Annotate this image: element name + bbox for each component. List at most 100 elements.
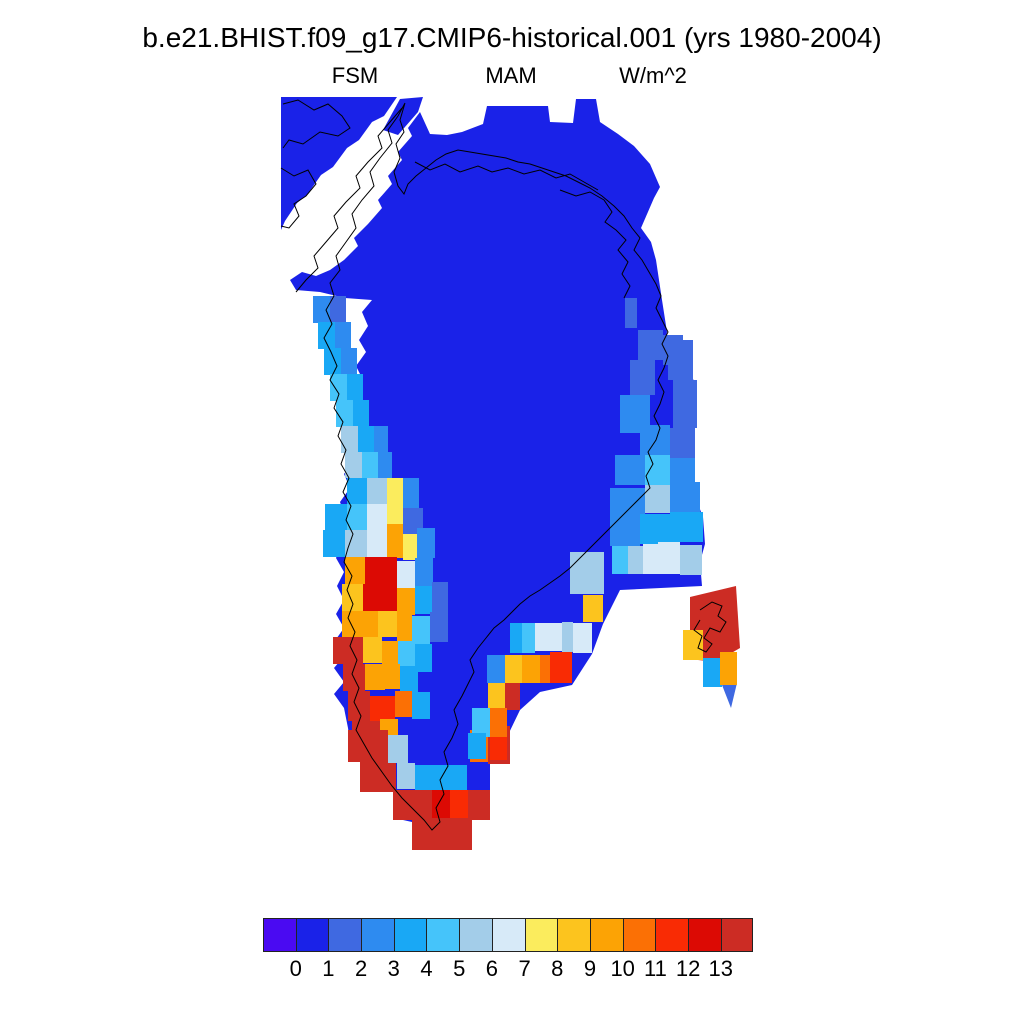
grid-cell bbox=[535, 623, 562, 651]
grid-cell bbox=[325, 504, 347, 530]
grid-cell bbox=[415, 558, 433, 586]
grid-cell bbox=[400, 666, 418, 692]
grid-cell bbox=[487, 655, 505, 683]
coastline-nw-strait-coast bbox=[295, 107, 403, 293]
grid-cell bbox=[570, 552, 604, 594]
grid-cell bbox=[583, 595, 603, 622]
colorbar-box bbox=[491, 918, 525, 952]
grid-cell bbox=[643, 544, 658, 574]
grid-cell bbox=[488, 683, 505, 709]
colorbar bbox=[263, 918, 754, 952]
grid-cell bbox=[367, 478, 387, 504]
grid-cell bbox=[348, 691, 370, 721]
grid-cell bbox=[430, 612, 448, 642]
grid-cell bbox=[395, 691, 412, 717]
coastline-canada-coast-1 bbox=[282, 99, 351, 149]
map-region-iceland-blue-tip bbox=[722, 683, 737, 708]
grid-cell bbox=[573, 623, 592, 653]
grid-cell bbox=[347, 504, 367, 530]
grid-cell bbox=[683, 630, 703, 660]
plot-title: b.e21.BHIST.f09_g17.CMIP6-historical.001… bbox=[142, 22, 882, 53]
colorbar-label: 12 bbox=[675, 956, 701, 981]
grid-cell bbox=[610, 516, 640, 546]
grid-cell bbox=[658, 542, 680, 574]
colorbar-box bbox=[524, 918, 558, 952]
grid-cell bbox=[333, 637, 363, 664]
colorbar-label: 9 bbox=[583, 956, 597, 981]
colorbar-box bbox=[263, 918, 296, 952]
grid-cell bbox=[638, 330, 663, 360]
grid-cell bbox=[345, 452, 362, 478]
grid-cell bbox=[562, 622, 573, 652]
grid-cell bbox=[645, 455, 670, 485]
grid-cell bbox=[367, 504, 387, 530]
units-label: W/m^2 bbox=[619, 63, 687, 88]
grid-cell bbox=[330, 296, 346, 323]
grid-cell bbox=[348, 730, 388, 762]
grid-cell bbox=[670, 512, 703, 542]
grid-cell bbox=[365, 557, 397, 584]
colorbar-box bbox=[328, 918, 362, 952]
grid-cell bbox=[330, 374, 347, 401]
grid-cell bbox=[342, 611, 363, 637]
grid-cell bbox=[540, 655, 550, 683]
colorbar-box bbox=[459, 918, 492, 952]
colorbar-label: 5 bbox=[453, 956, 466, 981]
coastline-iceland-coast bbox=[693, 601, 727, 653]
grid-cell bbox=[403, 508, 423, 534]
grid-cell bbox=[415, 586, 432, 614]
map-region-ellesmere-wedge bbox=[281, 97, 397, 230]
grid-cell bbox=[615, 455, 645, 485]
colorbar-box bbox=[655, 918, 688, 952]
grid-cell bbox=[640, 514, 670, 544]
grid-cell bbox=[342, 584, 363, 611]
colorbar-box bbox=[393, 918, 427, 952]
grid-cell bbox=[378, 611, 397, 637]
grid-cell bbox=[363, 611, 378, 637]
grid-cell bbox=[468, 790, 490, 820]
grid-cell bbox=[610, 488, 645, 516]
grid-cell bbox=[680, 545, 702, 575]
grid-cell bbox=[403, 534, 417, 560]
grid-cell bbox=[630, 360, 655, 395]
colorbar-label: 13 bbox=[708, 956, 734, 981]
grid-cell bbox=[387, 524, 403, 558]
grid-cell bbox=[403, 478, 419, 508]
grid-cell bbox=[645, 485, 670, 513]
grid-cell bbox=[628, 546, 643, 574]
grid-cell bbox=[387, 478, 403, 524]
grid-cell bbox=[415, 644, 432, 672]
grid-cell bbox=[362, 452, 378, 478]
grid-cell bbox=[341, 348, 357, 375]
colorbar-box bbox=[557, 918, 590, 952]
grid-cell bbox=[358, 426, 374, 453]
colorbar-label: 10 bbox=[610, 956, 635, 981]
colorbar-box bbox=[622, 918, 656, 952]
grid-cell bbox=[625, 298, 637, 328]
grid-cell bbox=[336, 400, 353, 427]
grid-cell bbox=[385, 664, 400, 689]
grid-cell bbox=[397, 615, 412, 642]
colorbar-box bbox=[589, 918, 623, 952]
grid-cell bbox=[490, 737, 507, 760]
grid-cell bbox=[505, 655, 522, 683]
colorbar-box bbox=[687, 918, 721, 952]
grid-cell bbox=[397, 763, 415, 789]
grid-cell bbox=[397, 561, 415, 588]
colorbar-box bbox=[426, 918, 460, 952]
grid-cell bbox=[388, 735, 408, 763]
colorbar-label: 8 bbox=[551, 956, 564, 981]
grid-cell bbox=[324, 348, 341, 375]
grid-cell bbox=[550, 652, 572, 683]
grid-cell bbox=[345, 530, 367, 557]
grid-cell bbox=[522, 623, 535, 653]
grid-cell bbox=[335, 322, 351, 349]
grid-cell bbox=[398, 641, 415, 668]
colorbar-label: 11 bbox=[643, 956, 667, 981]
grid-cell bbox=[412, 818, 472, 850]
grid-cell bbox=[347, 374, 363, 401]
grid-cell bbox=[353, 400, 369, 427]
grid-cell bbox=[363, 637, 382, 663]
grid-cell bbox=[673, 380, 697, 428]
